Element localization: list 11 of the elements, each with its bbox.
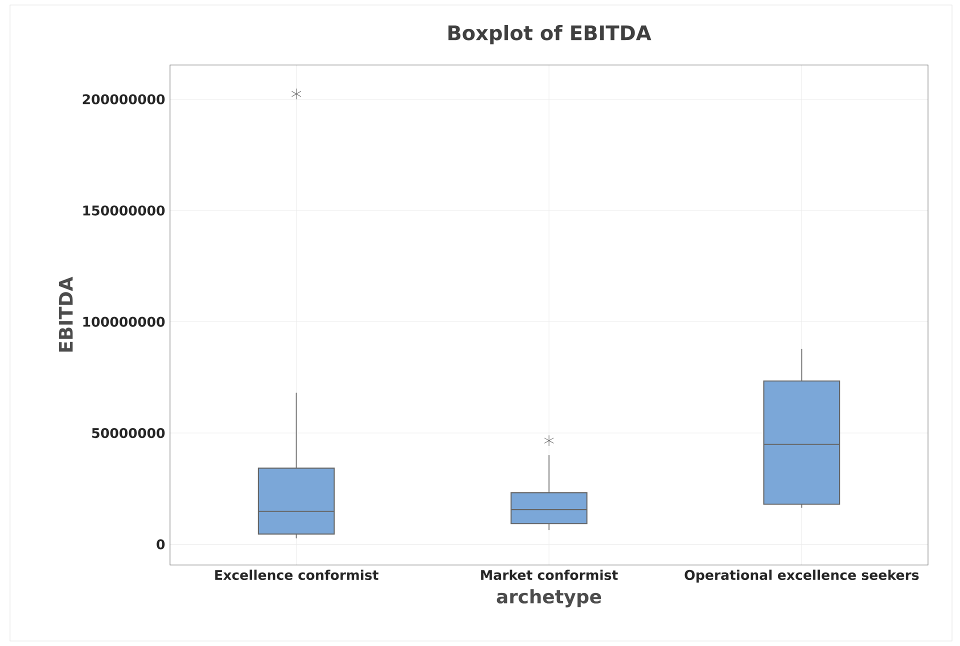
x-axis-title: archetype [496, 589, 602, 608]
y-tick-label: 50000000 [92, 428, 165, 438]
y-tick-label: 150000000 [83, 205, 165, 216]
x-tick-label: Market conformist [481, 570, 618, 580]
x-tick-label: Excellence conformist [215, 570, 378, 580]
chart-title: Boxplot of EBITDA [448, 24, 652, 44]
y-tick-label: 200000000 [82, 94, 165, 104]
y-axis-title: EBITDA [59, 276, 73, 352]
y-tick-label: 100000000 [83, 316, 165, 327]
x-tick-label: Operational excellence seekers [684, 570, 919, 583]
y-tick-label: 0 [156, 539, 165, 550]
